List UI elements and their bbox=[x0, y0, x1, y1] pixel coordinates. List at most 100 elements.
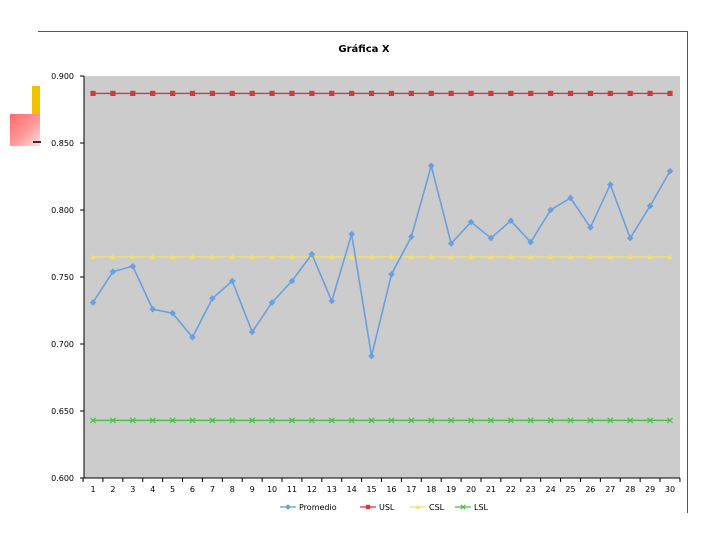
data-point-lsl bbox=[229, 417, 236, 424]
series-usl bbox=[90, 90, 673, 97]
series-csl bbox=[90, 254, 673, 259]
data-point-promedio bbox=[447, 240, 455, 247]
data-point-csl bbox=[130, 254, 136, 259]
y-axis: 0.600 0.650 0.700 0.750 0.800 0.850 0.900 bbox=[51, 72, 85, 483]
series-promedio bbox=[89, 162, 674, 360]
data-point-lsl bbox=[487, 417, 494, 424]
data-point-lsl bbox=[547, 417, 554, 424]
y-tick-label: 0.900 bbox=[51, 72, 74, 81]
data-point-promedio bbox=[567, 194, 574, 202]
data-point-lsl bbox=[408, 417, 415, 424]
data-point-usl bbox=[229, 90, 235, 97]
x-tick-label: 12 bbox=[307, 485, 317, 494]
data-point-usl bbox=[627, 90, 633, 97]
x-tick-label: 27 bbox=[605, 485, 615, 494]
data-point-promedio bbox=[408, 233, 415, 241]
data-point-promedio bbox=[288, 277, 296, 285]
data-point-usl bbox=[110, 90, 116, 97]
data-point-csl bbox=[408, 254, 414, 259]
data-point-usl bbox=[587, 90, 594, 97]
data-point-lsl bbox=[269, 417, 276, 424]
data-point-usl bbox=[388, 90, 395, 97]
data-point-usl bbox=[528, 90, 534, 97]
data-point-promedio bbox=[626, 234, 634, 242]
data-point-promedio bbox=[149, 305, 156, 313]
x-tick-label: 30 bbox=[665, 485, 675, 494]
legend-entry-csl: CSL bbox=[410, 503, 445, 512]
y-tick-label: 0.800 bbox=[51, 206, 74, 215]
data-point-usl bbox=[130, 90, 136, 97]
x-tick-label: 1 bbox=[90, 485, 95, 494]
x-tick-label: 6 bbox=[190, 485, 195, 494]
x-axis: 1 2 3 4 5 6 7 8 9 10 11 12 13 14 15 16 17 18 19 20 21 22 23 24 2… bbox=[82, 477, 681, 494]
data-point-usl bbox=[448, 90, 454, 97]
y-tick-label: 0.750 bbox=[51, 273, 74, 282]
legend-entry-promedio: Promedio bbox=[280, 503, 337, 512]
data-point-csl bbox=[667, 254, 673, 259]
data-point-promedio bbox=[109, 268, 117, 275]
x-tick-label: 13 bbox=[327, 485, 337, 494]
data-point-usl bbox=[289, 90, 295, 97]
data-point-lsl bbox=[448, 417, 455, 424]
data-point-csl bbox=[548, 254, 554, 259]
data-point-csl bbox=[468, 254, 474, 259]
data-point-csl bbox=[528, 254, 534, 259]
data-point-usl bbox=[169, 90, 176, 97]
decorative-dash bbox=[33, 141, 41, 143]
data-point-promedio bbox=[587, 224, 594, 231]
data-point-csl bbox=[90, 254, 96, 259]
data-point-lsl bbox=[627, 417, 634, 424]
data-point-csl bbox=[388, 254, 395, 259]
data-point-csl bbox=[269, 254, 275, 259]
data-point-lsl bbox=[249, 417, 256, 424]
legend-label: LSL bbox=[474, 503, 489, 512]
data-point-lsl bbox=[388, 417, 395, 424]
data-point-lsl bbox=[288, 417, 295, 424]
legend-label: Promedio bbox=[299, 503, 337, 512]
x-tick-label: 8 bbox=[230, 485, 235, 494]
data-point-lsl bbox=[507, 417, 514, 424]
data-point-lsl bbox=[428, 417, 435, 424]
data-point-usl bbox=[90, 90, 96, 97]
decorative-red-square bbox=[10, 114, 40, 146]
data-point-promedio bbox=[646, 202, 654, 210]
data-point-promedio bbox=[467, 218, 475, 226]
data-point-lsl bbox=[189, 417, 196, 424]
x-tick-label: 25 bbox=[565, 485, 575, 494]
legend-entry-lsl: LSL bbox=[455, 503, 489, 512]
data-point-promedio bbox=[507, 217, 515, 225]
data-point-csl bbox=[368, 254, 375, 259]
data-point-lsl bbox=[328, 417, 335, 424]
x-tick-label: 16 bbox=[386, 485, 396, 494]
x-tick-label: 9 bbox=[250, 485, 255, 494]
data-point-usl bbox=[349, 90, 355, 97]
x-tick-label: 29 bbox=[645, 485, 655, 494]
legend-marker-usl bbox=[365, 504, 371, 510]
data-point-csl bbox=[329, 254, 335, 259]
x-tick-label: 24 bbox=[546, 485, 556, 494]
x-tick-label: 4 bbox=[150, 485, 155, 494]
x-tick-label: 2 bbox=[110, 485, 115, 494]
series-lsl bbox=[89, 417, 674, 424]
data-point-usl bbox=[667, 90, 673, 97]
data-point-usl bbox=[468, 90, 474, 97]
data-point-usl bbox=[567, 90, 574, 97]
data-point-csl bbox=[249, 254, 255, 259]
data-point-promedio bbox=[328, 297, 336, 305]
legend-label: USL bbox=[379, 503, 395, 512]
x-tick-label: 5 bbox=[170, 485, 175, 494]
data-point-usl bbox=[189, 90, 196, 97]
data-point-csl bbox=[647, 254, 653, 259]
x-tick-label: 14 bbox=[347, 485, 357, 494]
data-point-lsl bbox=[149, 417, 156, 424]
plot-area bbox=[84, 76, 680, 478]
data-point-csl bbox=[448, 254, 454, 259]
chart-title: Gráfica X bbox=[338, 43, 389, 55]
x-tick-label: 17 bbox=[406, 485, 416, 494]
data-point-promedio bbox=[348, 230, 355, 238]
data-point-promedio bbox=[89, 299, 97, 306]
data-point-csl bbox=[189, 254, 196, 259]
x-tick-label: 15 bbox=[366, 485, 376, 494]
legend-marker-promedio bbox=[285, 504, 291, 510]
